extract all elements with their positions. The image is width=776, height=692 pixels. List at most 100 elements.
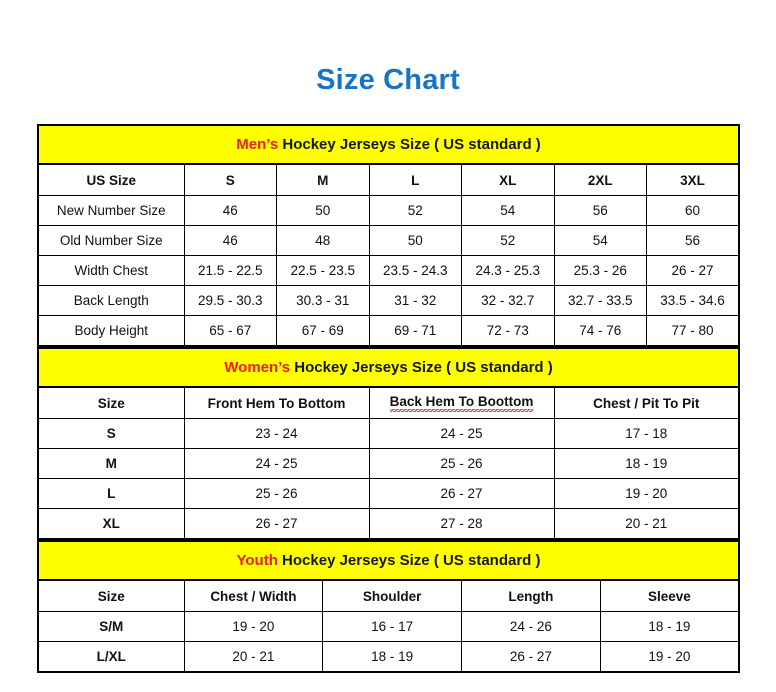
mens-col-2: M — [276, 163, 370, 196]
mens-row-0-val-0: 46 — [183, 195, 277, 226]
womens-col-0: Size — [37, 386, 185, 419]
mens-row-3-val-1: 30.3 - 31 — [276, 285, 370, 316]
mens-row-3-label: Back Length — [37, 285, 185, 316]
mens-banner-rest: Hockey Jerseys Size ( US standard ) — [278, 136, 541, 153]
table-row: New Number Size 46 50 52 54 56 60 — [37, 195, 740, 226]
mens-banner-accent: Men’s — [236, 136, 279, 153]
youth-col-2: Shoulder — [322, 579, 462, 612]
mens-row-2-val-2: 23.5 - 24.3 — [368, 255, 462, 286]
mens-row-1-val-1: 48 — [276, 225, 370, 256]
mens-row-3-val-3: 32 - 32.7 — [461, 285, 555, 316]
womens-col-1: Front Hem To Bottom — [183, 386, 370, 419]
womens-row-3-val-1: 27 - 28 — [368, 508, 555, 540]
mens-row-4-val-3: 72 - 73 — [461, 315, 555, 347]
youth-section-banner: Youth Hockey Jerseys Size ( US standard … — [37, 540, 740, 581]
mens-row-2-val-0: 21.5 - 22.5 — [183, 255, 277, 286]
mens-row-4-val-2: 69 - 71 — [368, 315, 462, 347]
youth-row-1-val-2: 26 - 27 — [461, 641, 601, 673]
womens-col-3: Chest / Pit To Pit — [553, 386, 740, 419]
mens-column-header-row: US Size S M L XL 2XL 3XL — [37, 163, 740, 196]
mens-col-5: 2XL — [553, 163, 647, 196]
youth-row-0-val-0: 19 - 20 — [183, 611, 324, 642]
mens-row-0-val-2: 52 — [368, 195, 462, 226]
mens-row-4-val-0: 65 - 67 — [183, 315, 277, 347]
mens-row-3-val-5: 33.5 - 34.6 — [646, 285, 740, 316]
mens-row-0-val-5: 60 — [646, 195, 740, 226]
mens-col-6: 3XL — [646, 163, 740, 196]
youth-size-table: Youth Hockey Jerseys Size ( US standard … — [37, 540, 740, 673]
table-row: Back Length 29.5 - 30.3 30.3 - 31 31 - 3… — [37, 285, 740, 316]
youth-row-0-label: S/M — [37, 611, 185, 642]
womens-row-3-val-2: 20 - 21 — [553, 508, 740, 540]
mens-row-0-val-1: 50 — [276, 195, 370, 226]
mens-col-3: L — [368, 163, 462, 196]
womens-row-2-label: L — [37, 478, 185, 509]
table-row: Body Height 65 - 67 67 - 69 69 - 71 72 -… — [37, 315, 740, 347]
womens-row-0-val-1: 24 - 25 — [368, 418, 555, 449]
womens-row-3-label: XL — [37, 508, 185, 540]
mens-row-1-val-3: 52 — [461, 225, 555, 256]
youth-row-1-val-1: 18 - 19 — [322, 641, 462, 673]
mens-row-4-val-5: 77 - 80 — [646, 315, 740, 347]
size-chart-tables: Men’s Hockey Jerseys Size ( US standard … — [36, 124, 741, 673]
mens-row-4-val-4: 74 - 76 — [553, 315, 647, 347]
mens-col-1: S — [183, 163, 277, 196]
table-row: S 23 - 24 24 - 25 17 - 18 — [37, 418, 740, 449]
womens-row-0-val-0: 23 - 24 — [183, 418, 370, 449]
mens-row-1-val-5: 56 — [646, 225, 740, 256]
mens-row-3-val-4: 32.7 - 33.5 — [553, 285, 647, 316]
youth-col-0: Size — [37, 579, 185, 612]
mens-row-1-val-4: 54 — [553, 225, 647, 256]
womens-banner-rest: Hockey Jerseys Size ( US standard ) — [290, 359, 553, 376]
mens-col-4: XL — [461, 163, 555, 196]
mens-row-0-val-4: 56 — [553, 195, 647, 226]
youth-col-3: Length — [461, 579, 601, 612]
womens-row-1-label: M — [37, 448, 185, 479]
womens-row-0-label: S — [37, 418, 185, 449]
womens-col-2-misspelled: Back Hem To Boottom — [389, 394, 534, 412]
mens-size-table: Men’s Hockey Jerseys Size ( US standard … — [36, 124, 741, 347]
youth-col-1: Chest / Width — [183, 579, 324, 612]
mens-row-2-val-1: 22.5 - 23.5 — [276, 255, 370, 286]
mens-row-2-val-5: 26 - 27 — [646, 255, 740, 286]
womens-row-2-val-1: 26 - 27 — [368, 478, 555, 509]
table-row: S/M 19 - 20 16 - 17 24 - 26 18 - 19 — [37, 611, 740, 642]
table-row: Width Chest 21.5 - 22.5 22.5 - 23.5 23.5… — [37, 255, 740, 286]
youth-banner-accent: Youth — [236, 552, 278, 569]
youth-column-header-row: Size Chest / Width Shoulder Length Sleev… — [37, 579, 740, 612]
table-row: M 24 - 25 25 - 26 18 - 19 — [37, 448, 740, 479]
mens-row-2-val-3: 24.3 - 25.3 — [461, 255, 555, 286]
youth-row-1-val-0: 20 - 21 — [183, 641, 324, 673]
youth-col-4: Sleeve — [599, 579, 740, 612]
youth-row-1-val-3: 19 - 20 — [599, 641, 740, 673]
womens-banner-accent: Women’s — [224, 359, 291, 376]
mens-row-0-label: New Number Size — [37, 195, 185, 226]
mens-row-1-val-0: 46 — [183, 225, 277, 256]
youth-banner-rest: Hockey Jerseys Size ( US standard ) — [277, 552, 541, 569]
womens-row-3-val-0: 26 - 27 — [183, 508, 370, 540]
womens-banner-cell: Women’s Hockey Jerseys Size ( US standar… — [36, 347, 741, 388]
mens-row-3-val-2: 31 - 32 — [368, 285, 462, 316]
mens-section-banner: Men’s Hockey Jerseys Size ( US standard … — [36, 124, 741, 165]
page-title: Size Chart — [316, 64, 460, 96]
womens-section-banner: Women’s Hockey Jerseys Size ( US standar… — [36, 347, 741, 388]
womens-row-1-val-1: 25 - 26 — [368, 448, 555, 479]
mens-row-1-label: Old Number Size — [37, 225, 185, 256]
youth-row-0-val-2: 24 - 26 — [461, 611, 601, 642]
mens-row-4-label: Body Height — [37, 315, 185, 347]
youth-row-0-val-3: 18 - 19 — [599, 611, 740, 642]
youth-row-1-label: L/XL — [37, 641, 185, 673]
mens-col-0: US Size — [37, 163, 185, 196]
table-row: Old Number Size 46 48 50 52 54 56 — [37, 225, 740, 256]
mens-banner-cell: Men’s Hockey Jerseys Size ( US standard … — [36, 124, 741, 165]
womens-row-1-val-2: 18 - 19 — [553, 448, 740, 479]
mens-row-0-val-3: 54 — [461, 195, 555, 226]
womens-col-2: Back Hem To Boottom — [368, 386, 555, 419]
womens-row-1-val-0: 24 - 25 — [183, 448, 370, 479]
mens-row-4-val-1: 67 - 69 — [276, 315, 370, 347]
womens-size-table: Women’s Hockey Jerseys Size ( US standar… — [36, 347, 741, 540]
table-row: XL 26 - 27 27 - 28 20 - 21 — [37, 508, 740, 540]
youth-row-0-val-1: 16 - 17 — [322, 611, 462, 642]
table-row: L 25 - 26 26 - 27 19 - 20 — [37, 478, 740, 509]
